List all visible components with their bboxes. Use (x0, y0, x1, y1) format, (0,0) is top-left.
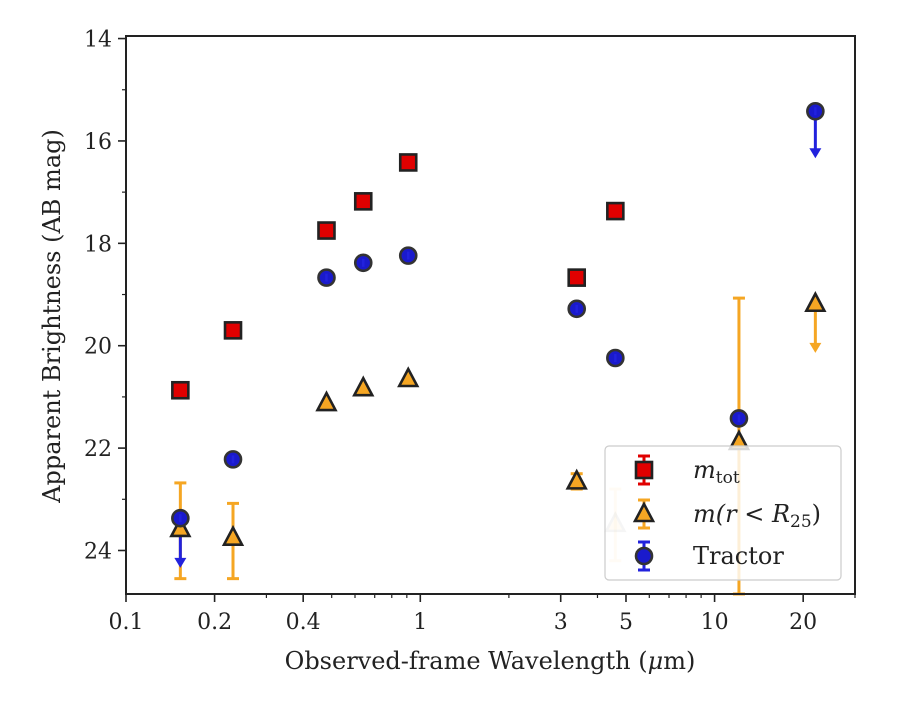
x-axis-label: Observed-frame Wavelength (μm) (285, 647, 696, 675)
legend-box (604, 445, 842, 581)
x-tick-label: 10 (701, 610, 729, 635)
plot-frame (125, 35, 856, 595)
x-axis-label-part: Observed-frame Wavelength ( (285, 647, 648, 675)
y-tick-label: 20 (84, 335, 112, 360)
x-tick-label: 0.1 (109, 610, 144, 635)
x-tick-label: 3 (554, 610, 568, 635)
data-point-square (398, 153, 418, 172)
axes-layer: 0.1 0.2 0.4 1 3 5 10 20 14 16 18 20 22 24 (84, 28, 856, 635)
data-point-triangle (315, 390, 338, 412)
y-tick-label: 24 (84, 539, 112, 564)
legend-label-suffix: ) (812, 500, 821, 528)
markers-layer (169, 101, 827, 546)
y-tick-label: 18 (84, 232, 112, 257)
upper-limit-arrow-head (809, 342, 822, 353)
data-point-triangle (352, 375, 375, 397)
legend: mtot m(r < R25) Tractor (604, 445, 842, 581)
data-point-triangle (804, 290, 827, 313)
legend-label-subscript: tot (716, 468, 740, 488)
x-tick-label: 0.2 (197, 610, 232, 635)
x-tick-label: 0.4 (286, 610, 321, 635)
legend-label-main: m (693, 456, 716, 484)
legend-marker-circle (634, 546, 654, 566)
x-axis-label-part: m) (663, 647, 695, 675)
y-tick-label: 16 (84, 130, 112, 155)
legend-marker-triangle (632, 501, 656, 523)
data-point-square (353, 192, 373, 211)
legend-label-main: m(r < R (693, 500, 790, 528)
x-axis-label-mu: μ (648, 647, 664, 675)
data-point-triangle (397, 366, 420, 388)
upper-limit-arrow-head (174, 557, 187, 568)
data-point-triangle (565, 468, 588, 490)
x-tick-label: 1 (413, 610, 427, 635)
data-point-square (317, 221, 336, 240)
data-point-square (567, 268, 587, 287)
data-point-triangle (221, 524, 245, 546)
data-point-square (606, 201, 625, 221)
data-point-square (223, 321, 243, 340)
y-axis-label: Apparent Brightness (AB mag) (38, 129, 66, 504)
legend-label: mtot (693, 456, 740, 488)
upper-limit-arrow-head (809, 148, 822, 159)
x-tick-label: 5 (619, 610, 633, 635)
legend-label-subscript: 25 (790, 512, 812, 532)
legend-label: Tractor (693, 542, 784, 570)
legend-marker-square (634, 460, 654, 480)
y-tick-label: 14 (84, 28, 112, 53)
data-point-square (171, 380, 190, 400)
y-tick-label: 22 (84, 437, 112, 462)
legend-label: m(r < R25) (693, 500, 821, 532)
x-tick-label: 20 (789, 610, 817, 635)
